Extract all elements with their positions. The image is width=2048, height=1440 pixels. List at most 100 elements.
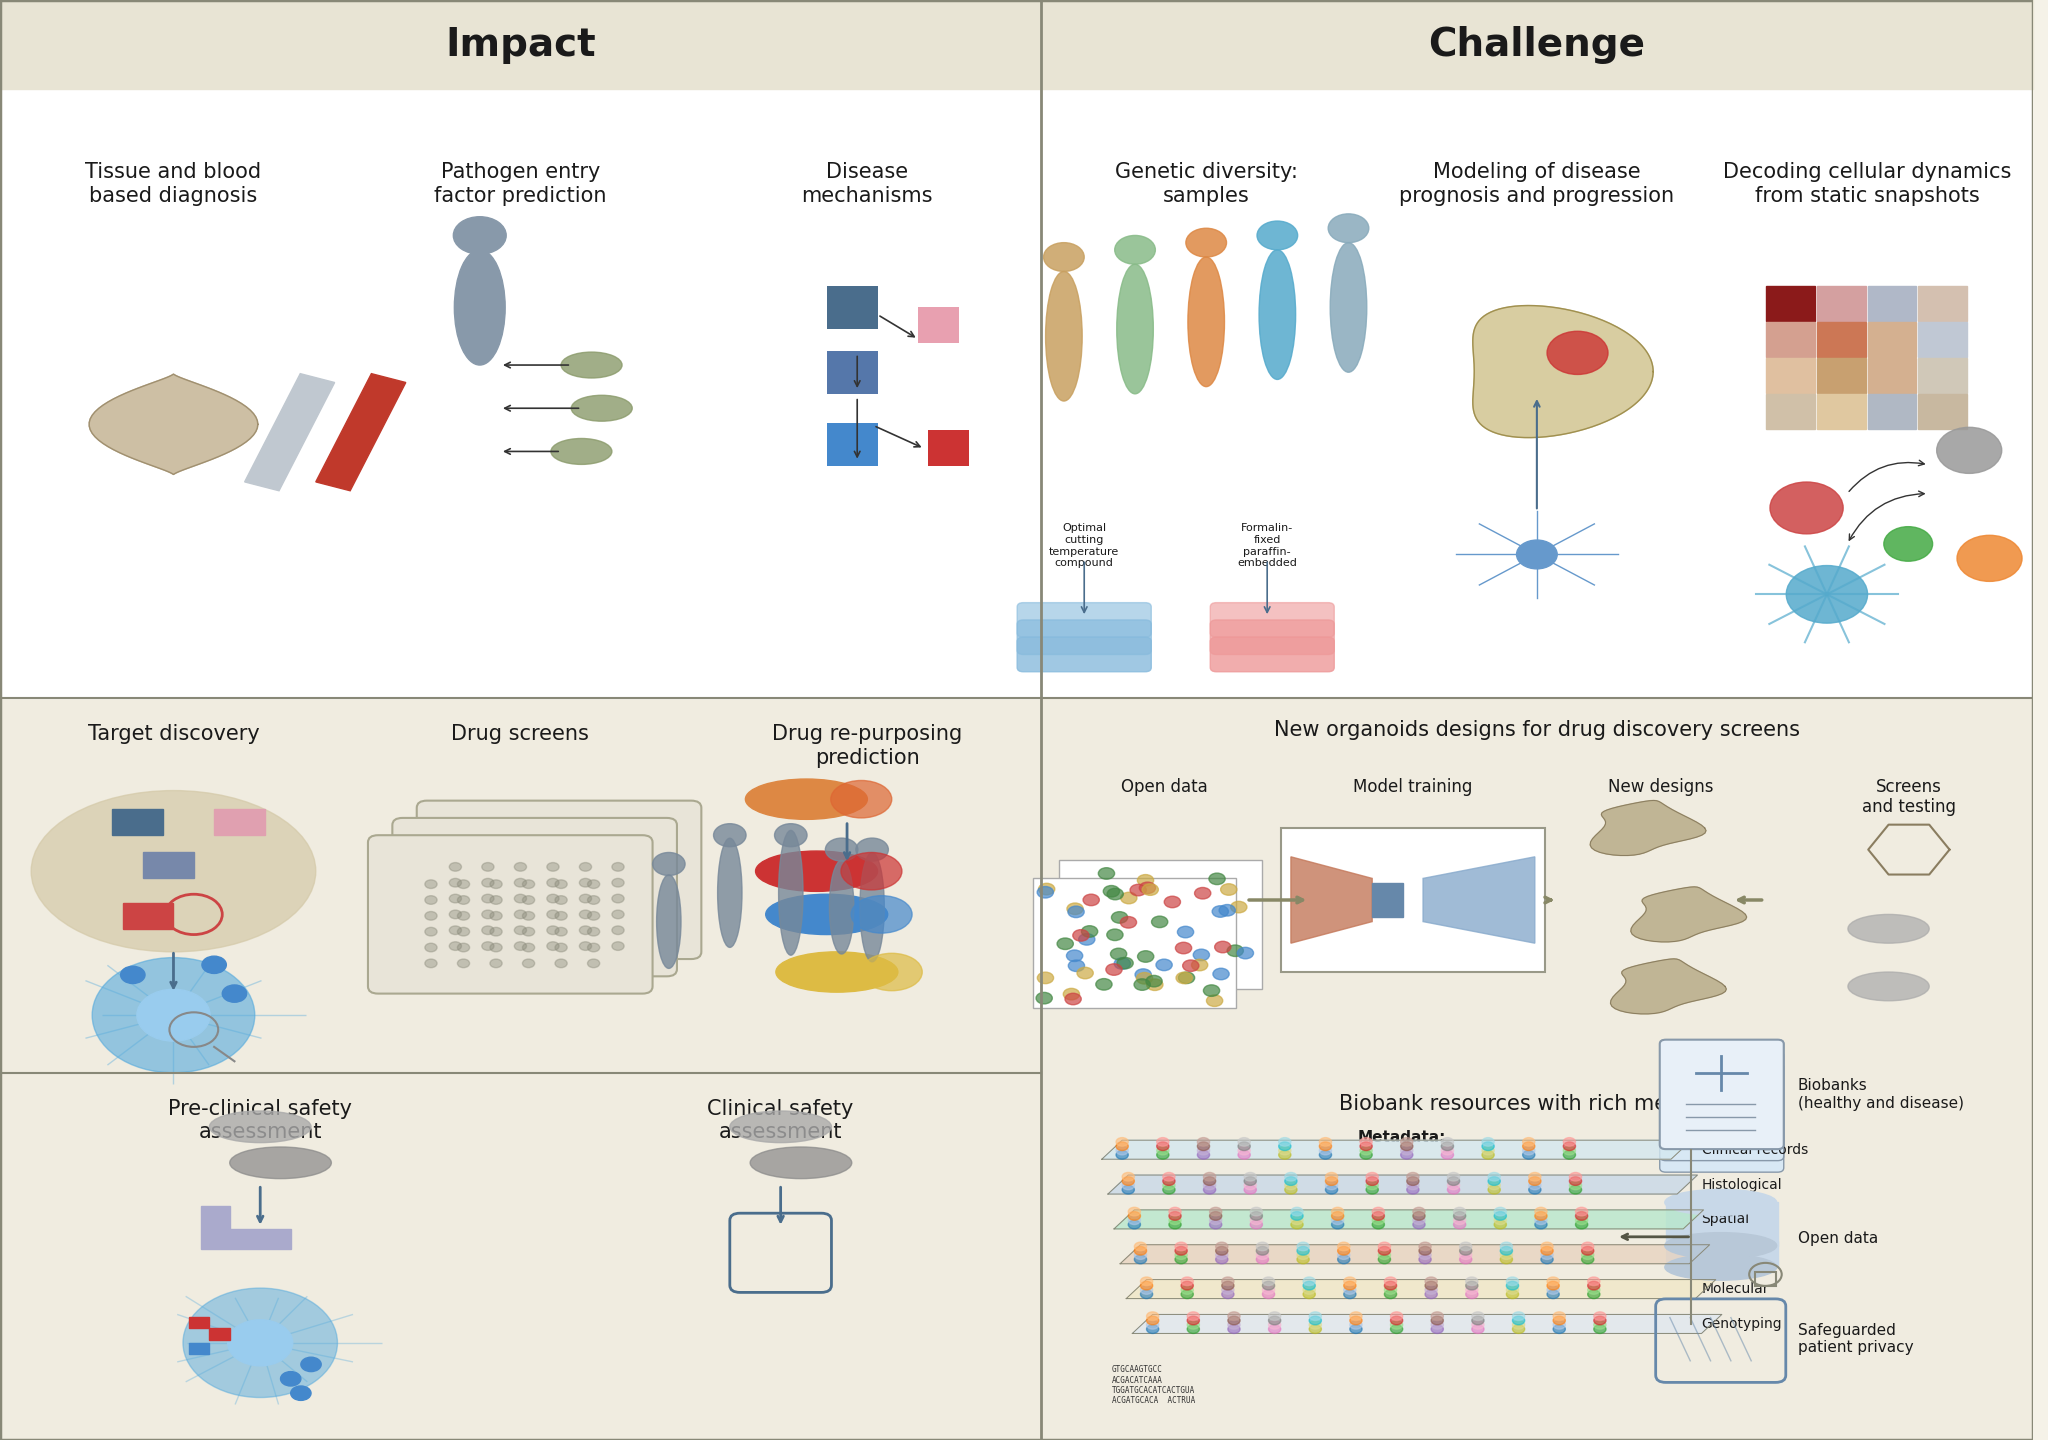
FancyBboxPatch shape — [393, 818, 678, 976]
Circle shape — [1460, 1251, 1473, 1260]
Circle shape — [1391, 1316, 1403, 1325]
Circle shape — [637, 861, 649, 870]
Circle shape — [1137, 972, 1153, 984]
Circle shape — [555, 912, 567, 920]
Circle shape — [1169, 1215, 1182, 1224]
Circle shape — [1303, 1286, 1315, 1295]
Circle shape — [1401, 1138, 1413, 1146]
Ellipse shape — [1665, 1233, 1776, 1259]
Polygon shape — [86, 1015, 174, 1038]
Bar — [1919, 287, 1968, 321]
Ellipse shape — [31, 791, 315, 952]
Circle shape — [1284, 1185, 1296, 1194]
Circle shape — [1366, 1185, 1378, 1194]
Text: Modeling of disease
prognosis and progression: Modeling of disease prognosis and progre… — [1399, 163, 1675, 206]
Circle shape — [481, 894, 494, 903]
Circle shape — [555, 943, 567, 952]
Circle shape — [1563, 1146, 1575, 1155]
Bar — [1868, 323, 1917, 357]
Circle shape — [1501, 1256, 1513, 1264]
Circle shape — [1182, 1290, 1194, 1299]
Circle shape — [1141, 1277, 1153, 1286]
Circle shape — [588, 927, 600, 936]
Circle shape — [1534, 1215, 1546, 1224]
FancyBboxPatch shape — [1659, 1063, 1784, 1172]
Circle shape — [1319, 1142, 1331, 1151]
Bar — [1040, 1073, 2034, 1440]
Circle shape — [1206, 995, 1223, 1007]
Circle shape — [1587, 1290, 1599, 1299]
Bar — [113, 809, 164, 835]
Circle shape — [856, 838, 889, 861]
Circle shape — [580, 926, 592, 935]
Text: Molecular: Molecular — [1702, 1282, 1769, 1296]
Polygon shape — [174, 965, 209, 1015]
Circle shape — [1221, 884, 1237, 896]
Circle shape — [1483, 1151, 1495, 1159]
Circle shape — [1141, 1282, 1153, 1290]
Circle shape — [457, 927, 469, 936]
Bar — [188, 1316, 209, 1328]
Text: Impact: Impact — [444, 26, 596, 63]
Ellipse shape — [571, 396, 633, 422]
Circle shape — [1378, 1243, 1391, 1251]
Polygon shape — [1589, 801, 1706, 855]
Circle shape — [588, 896, 600, 904]
Circle shape — [1194, 949, 1210, 960]
Circle shape — [1442, 1138, 1454, 1146]
Polygon shape — [1290, 857, 1372, 943]
Text: Cellular: Cellular — [1702, 1247, 1755, 1261]
Circle shape — [580, 910, 592, 919]
Text: Open data: Open data — [1122, 778, 1208, 795]
Circle shape — [182, 1287, 338, 1397]
Circle shape — [1546, 331, 1608, 374]
Circle shape — [588, 959, 600, 968]
Circle shape — [1249, 1211, 1262, 1220]
FancyBboxPatch shape — [1659, 1051, 1784, 1161]
Circle shape — [1243, 1172, 1255, 1181]
Circle shape — [1501, 1251, 1513, 1260]
Circle shape — [514, 878, 526, 887]
Polygon shape — [86, 981, 174, 1015]
Circle shape — [1284, 1176, 1296, 1185]
Circle shape — [1178, 972, 1194, 984]
Circle shape — [1587, 1282, 1599, 1290]
Circle shape — [1384, 1286, 1397, 1295]
Ellipse shape — [1260, 251, 1296, 380]
Polygon shape — [174, 1015, 262, 1038]
Polygon shape — [260, 1342, 352, 1362]
Circle shape — [1188, 1320, 1200, 1329]
Circle shape — [1239, 1138, 1249, 1146]
Circle shape — [1483, 1146, 1495, 1155]
Circle shape — [1296, 1247, 1309, 1256]
Circle shape — [1065, 994, 1081, 1005]
Circle shape — [489, 927, 502, 936]
Circle shape — [1104, 886, 1120, 897]
Bar — [1868, 287, 1917, 321]
Circle shape — [457, 912, 469, 920]
Circle shape — [1147, 1312, 1159, 1320]
Circle shape — [1237, 948, 1253, 959]
Circle shape — [1135, 969, 1151, 981]
Circle shape — [1569, 1181, 1581, 1189]
Circle shape — [637, 845, 649, 854]
Circle shape — [1401, 1142, 1413, 1151]
Circle shape — [1135, 1251, 1147, 1260]
Circle shape — [1198, 1142, 1210, 1151]
Circle shape — [1331, 1215, 1343, 1224]
Circle shape — [1460, 1256, 1473, 1264]
Circle shape — [522, 927, 535, 936]
Circle shape — [547, 942, 559, 950]
Ellipse shape — [842, 852, 901, 890]
Circle shape — [1169, 1220, 1182, 1228]
Ellipse shape — [1665, 1254, 1776, 1280]
Circle shape — [1198, 1138, 1210, 1146]
Circle shape — [1319, 1138, 1331, 1146]
Circle shape — [1303, 1290, 1315, 1299]
Circle shape — [1135, 979, 1151, 991]
Circle shape — [1290, 1211, 1303, 1220]
Circle shape — [506, 861, 518, 870]
Circle shape — [1372, 1215, 1384, 1224]
Circle shape — [1257, 222, 1298, 251]
Circle shape — [547, 926, 559, 935]
